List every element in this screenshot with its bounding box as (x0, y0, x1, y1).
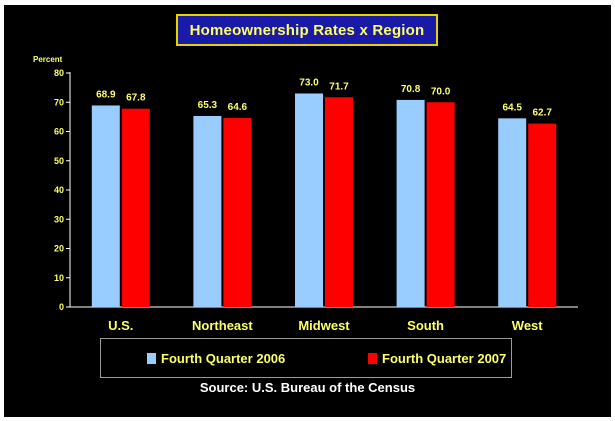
legend-item-2007: Fourth Quarter 2007 (368, 351, 506, 366)
data-label: 70.8 (401, 84, 421, 95)
bar (426, 102, 455, 307)
bar (325, 97, 353, 307)
bar (528, 123, 557, 307)
x-tick-label: West (512, 318, 543, 333)
data-label: 64.6 (228, 102, 248, 113)
bar (295, 93, 323, 307)
bar (193, 115, 222, 307)
data-label: 68.9 (96, 89, 116, 100)
y-tick-label: 30 (54, 214, 64, 224)
y-tick-label: 0 (59, 302, 64, 312)
y-tick-label: 80 (54, 68, 64, 78)
legend-label-2006: Fourth Quarter 2006 (161, 351, 286, 366)
bar (121, 108, 150, 307)
x-tick-label: South (407, 318, 444, 333)
legend: Fourth Quarter 2006 Fourth Quarter 2007 (100, 338, 512, 378)
legend-swatch-2006 (147, 353, 156, 364)
bar (91, 105, 120, 307)
data-label: 73.0 (299, 77, 319, 88)
data-label: 62.7 (532, 108, 552, 119)
x-tick-label: Midwest (298, 318, 350, 333)
y-tick-label: 10 (54, 273, 64, 283)
bar (223, 118, 252, 307)
data-label: 64.5 (502, 102, 522, 113)
y-tick-label: 40 (54, 185, 64, 195)
legend-swatch-2007 (368, 353, 377, 364)
bar (498, 118, 527, 308)
data-label: 70.0 (431, 86, 451, 97)
data-label: 71.7 (329, 81, 349, 92)
chart-title-box: Homeownership Rates x Region (176, 14, 438, 46)
bar (396, 99, 425, 307)
y-tick-label: 50 (54, 156, 64, 166)
y-tick-label: 70 (54, 97, 64, 107)
data-label: 67.8 (126, 93, 146, 104)
legend-item-2006: Fourth Quarter 2006 (147, 351, 285, 366)
x-tick-label: Northeast (192, 318, 253, 333)
y-tick-label: 20 (54, 244, 64, 254)
legend-label-2007: Fourth Quarter 2007 (382, 351, 507, 366)
y-tick-label: 60 (54, 127, 64, 137)
source-note: Source: U.S. Bureau of the Census (199, 380, 416, 395)
data-label: 65.3 (198, 100, 218, 111)
chart-title: Homeownership Rates x Region (189, 21, 425, 39)
x-tick-label: U.S. (108, 318, 133, 333)
y-axis-label: Percent (33, 55, 63, 64)
